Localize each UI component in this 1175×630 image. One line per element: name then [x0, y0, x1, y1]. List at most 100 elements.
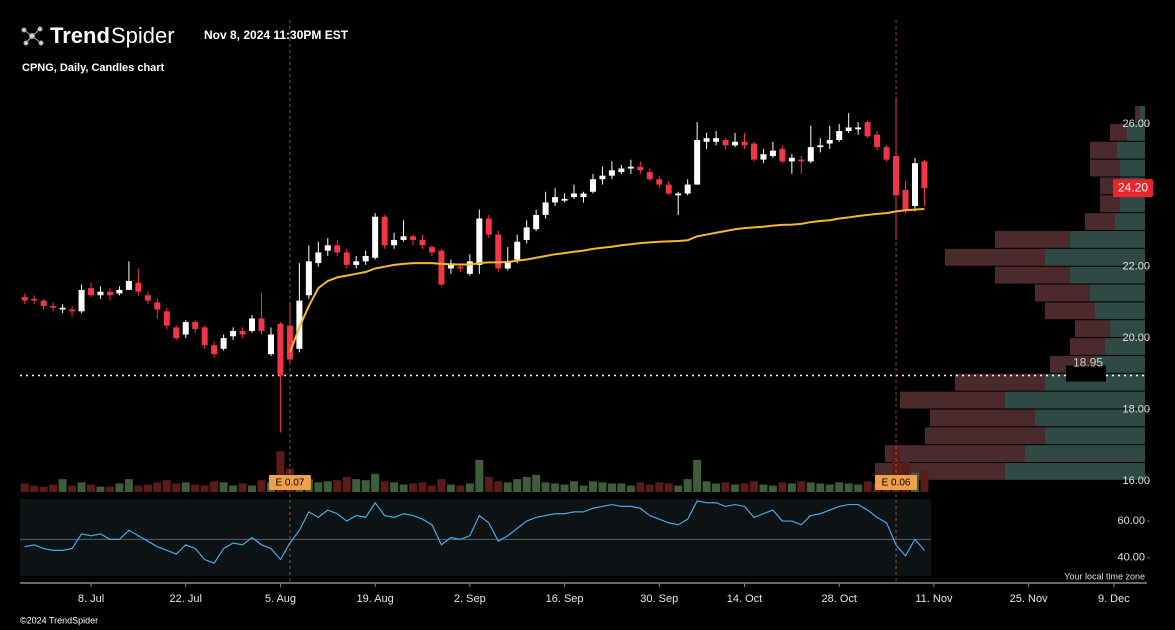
profile-down — [1100, 195, 1120, 213]
volume-bar — [49, 484, 58, 492]
candle-body — [69, 309, 76, 312]
volume-bar — [560, 484, 569, 492]
volume-bar — [87, 484, 96, 492]
volume-bar — [238, 483, 247, 492]
candle-body — [656, 179, 663, 185]
volume-bar — [570, 481, 579, 492]
volume-bar — [409, 483, 418, 492]
rsi-tick-label: 40.00 — [1117, 552, 1145, 564]
profile-down — [1035, 284, 1090, 302]
candle-body — [125, 280, 132, 290]
volume-bar — [390, 482, 399, 492]
profile-up — [1070, 230, 1145, 248]
volume-bar — [522, 477, 531, 492]
candle-body — [788, 157, 795, 162]
profile-up — [1090, 284, 1145, 302]
volume-bar — [712, 483, 721, 492]
volume-bar — [731, 484, 740, 492]
volume-bar — [721, 482, 730, 492]
volume-bar — [446, 484, 455, 492]
x-tick-label: 25. Nov — [1010, 593, 1048, 605]
candle-body — [343, 252, 350, 265]
candle-body — [267, 334, 274, 355]
volume-bar — [579, 485, 588, 492]
level-label-bg — [1066, 365, 1106, 382]
profile-up — [1095, 355, 1145, 373]
volume-bar — [607, 483, 616, 492]
volume-bar — [503, 482, 512, 492]
event-box — [875, 475, 918, 490]
volume-bar — [683, 479, 692, 492]
candle-body — [192, 322, 199, 330]
volume-bar — [787, 483, 796, 492]
candle-body — [116, 289, 123, 294]
event-box — [268, 475, 311, 490]
candle-body — [230, 330, 237, 337]
volume-bar — [664, 483, 673, 492]
candle-body — [732, 141, 739, 146]
profile-down — [995, 266, 1070, 284]
candle-body — [220, 338, 227, 349]
candle-body — [646, 172, 653, 180]
candle-body — [855, 127, 862, 130]
candle-body — [447, 264, 454, 269]
profile-up — [1095, 302, 1145, 320]
candle-body — [419, 239, 426, 246]
volume-bar — [617, 483, 626, 492]
candle-body — [921, 161, 928, 189]
candle-body — [902, 189, 909, 210]
volume-bar — [816, 483, 825, 492]
volume-bar — [418, 482, 427, 492]
volume-bar — [153, 482, 162, 492]
volume-bar — [333, 480, 342, 492]
candle-body — [372, 216, 379, 258]
volume-bar — [655, 482, 664, 492]
candle-body — [286, 325, 293, 360]
event-label: E 0.07 — [275, 478, 304, 489]
x-tick-label: 16. Sep — [546, 593, 584, 605]
logo-icon — [21, 26, 44, 46]
volume-bar — [475, 459, 484, 492]
brand-light: Spider — [111, 23, 175, 48]
volume-bar — [20, 483, 29, 492]
candle-body — [315, 252, 322, 264]
candle-body — [88, 288, 95, 296]
candle-body — [504, 261, 511, 269]
candle-body — [106, 291, 113, 296]
volume-bar — [513, 479, 522, 492]
profile-up — [1005, 463, 1145, 480]
volume-bar — [494, 481, 503, 492]
volume-bar — [210, 481, 219, 492]
candle-body — [722, 139, 729, 146]
candle-body — [684, 184, 691, 194]
profile-up — [1127, 123, 1145, 141]
candle-body — [608, 170, 615, 176]
candle-body — [438, 250, 445, 285]
candle-body — [750, 143, 757, 160]
candle-body — [893, 156, 900, 196]
event-label: E 0.06 — [882, 478, 911, 489]
profile-up — [1045, 427, 1145, 445]
volume-bar — [105, 486, 114, 492]
profile-down — [1045, 302, 1095, 320]
candle-body — [154, 302, 161, 310]
candle-body — [694, 139, 701, 185]
volume-bar — [702, 481, 711, 492]
y-tick-label: 18.00 — [1122, 403, 1150, 415]
profile-down — [1090, 141, 1117, 159]
candle-body — [874, 134, 881, 148]
candle-body — [675, 193, 682, 196]
volume-bar — [456, 485, 465, 492]
candle-body — [163, 311, 170, 326]
volume-bar — [645, 484, 654, 492]
candle-body — [760, 154, 767, 160]
candle-body — [476, 218, 483, 265]
candle-body — [211, 345, 218, 355]
volume-bar — [806, 482, 815, 492]
profile-up — [1120, 195, 1145, 213]
candle-body — [495, 234, 502, 269]
profile-up — [1070, 266, 1145, 284]
x-tick-label: 28. Oct — [821, 593, 856, 605]
chart-subtitle: CPNG, Daily, Candles chart — [22, 62, 165, 74]
volume-bar — [276, 451, 285, 492]
